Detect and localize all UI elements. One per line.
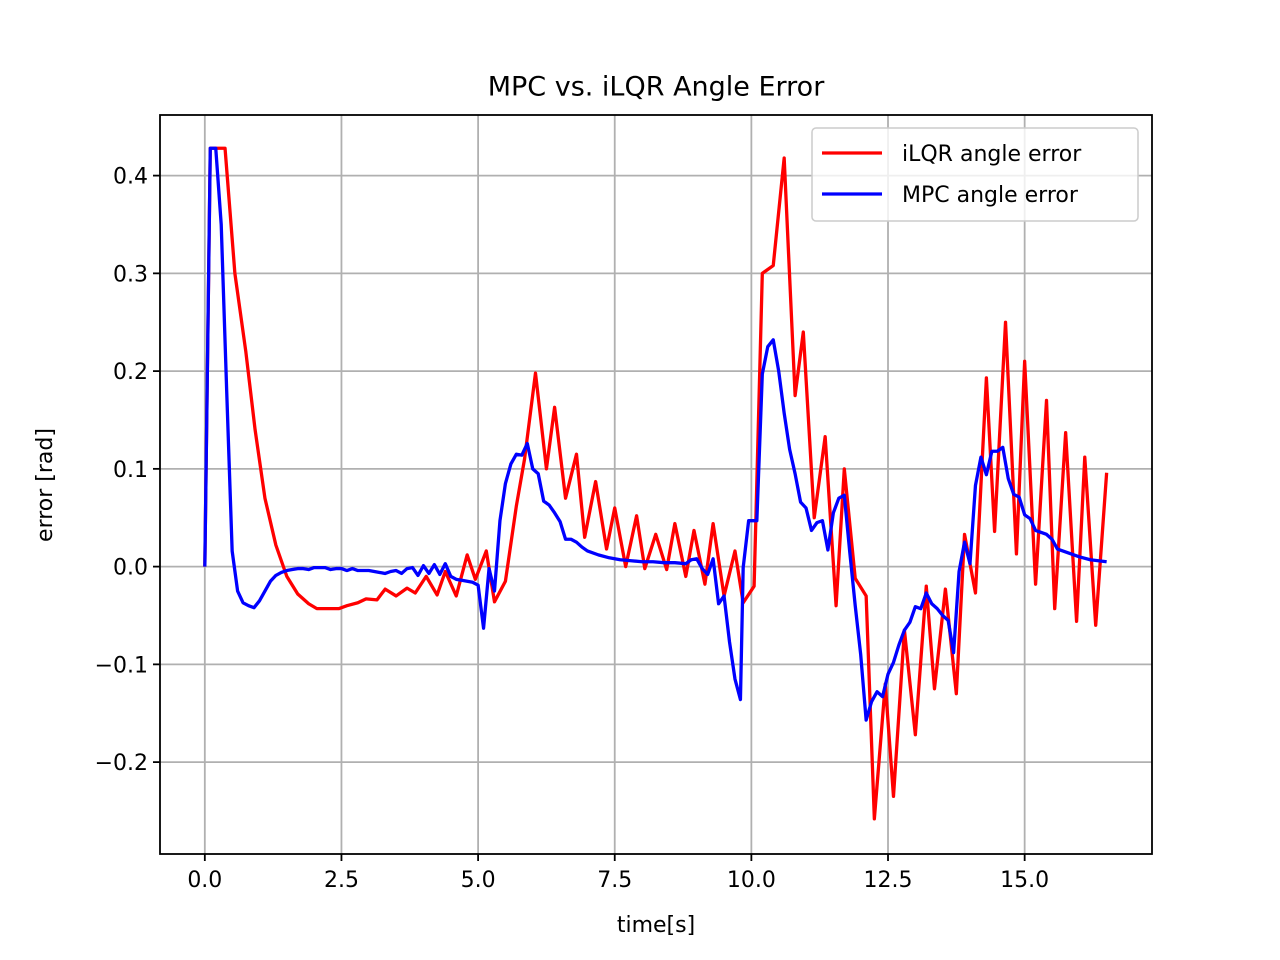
chart-title: MPC vs. iLQR Angle Error — [488, 72, 825, 103]
y-tick-label: 0.1 — [113, 458, 148, 483]
x-tick-label: 10.0 — [727, 868, 776, 893]
data-line — [203, 146, 1109, 821]
legend-box — [811, 127, 1139, 222]
y-tick-label: −0.2 — [95, 751, 148, 776]
x-tick-label: 5.0 — [461, 868, 496, 893]
y-tick-label: 0.0 — [113, 556, 148, 581]
y-axis-label: error [rad] — [33, 428, 58, 542]
legend-label: MPC angle error — [902, 183, 1079, 208]
legend: iLQR angle error MPC angle error — [811, 127, 1139, 222]
y-tick-label: 0.4 — [113, 165, 148, 190]
x-tick-label: 12.5 — [864, 868, 913, 893]
x-tick-label: 15.0 — [1000, 868, 1049, 893]
y-tick-label: −0.1 — [95, 653, 148, 678]
y-tick-label: 0.2 — [113, 360, 148, 385]
x-tick-label: 0.0 — [187, 868, 222, 893]
x-tick-label: 2.5 — [324, 868, 359, 893]
legend-label: iLQR angle error — [902, 142, 1082, 167]
plot-frame — [159, 114, 1153, 855]
y-tick-label: 0.3 — [113, 262, 148, 287]
x-tick-label: 7.5 — [597, 868, 632, 893]
data-line — [203, 146, 1107, 722]
x-axis-label: time[s] — [617, 913, 695, 938]
